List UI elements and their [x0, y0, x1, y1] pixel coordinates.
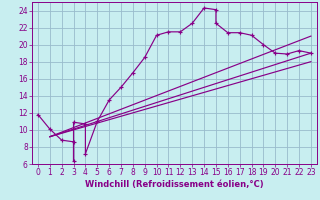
- X-axis label: Windchill (Refroidissement éolien,°C): Windchill (Refroidissement éolien,°C): [85, 180, 264, 189]
